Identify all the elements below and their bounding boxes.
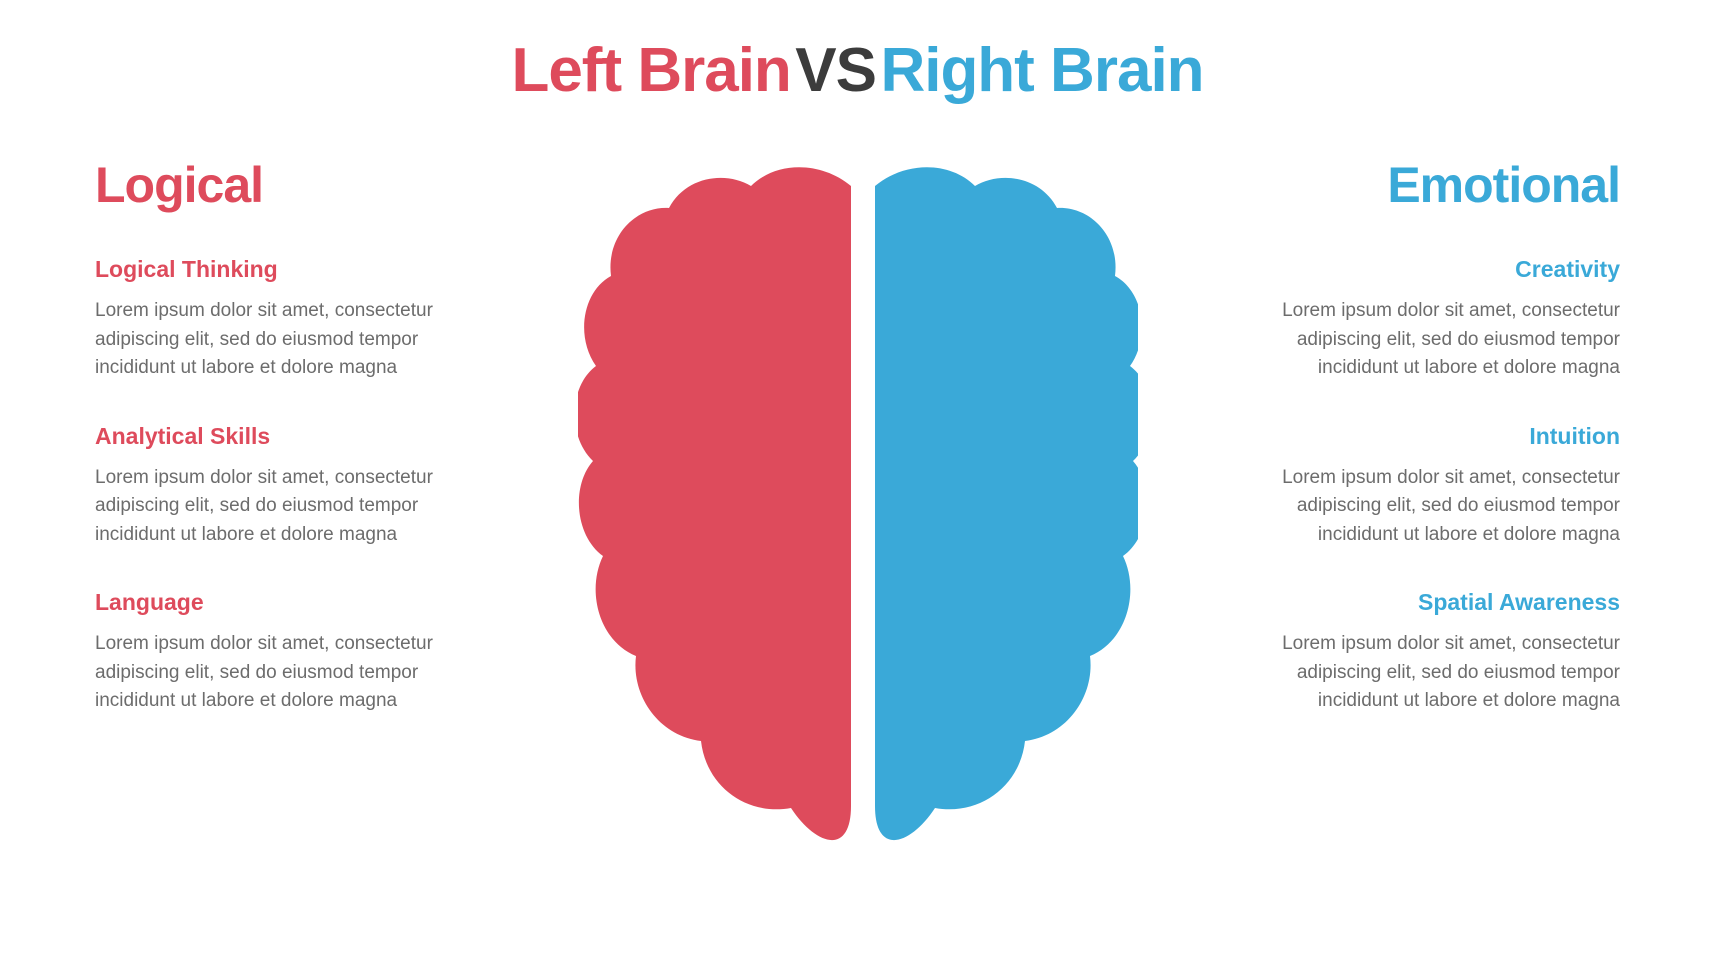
right-item-2-title: Spatial Awareness xyxy=(1260,589,1620,616)
title: Left Brain VS Right Brain xyxy=(0,0,1715,106)
right-item-1-title: Intuition xyxy=(1260,423,1620,450)
right-item-1-body: Lorem ipsum dolor sit amet, consectetur … xyxy=(1260,464,1620,550)
right-heading: Emotional xyxy=(1260,156,1620,214)
left-item-1: Analytical Skills Lorem ipsum dolor sit … xyxy=(95,423,455,550)
title-right: Right Brain xyxy=(880,36,1203,105)
right-item-0-title: Creativity xyxy=(1260,256,1620,283)
right-item-2: Spatial Awareness Lorem ipsum dolor sit … xyxy=(1260,589,1620,716)
left-item-2-body: Lorem ipsum dolor sit amet, consectetur … xyxy=(95,630,455,716)
brain-graphic xyxy=(548,146,1168,866)
right-item-0-body: Lorem ipsum dolor sit amet, consectetur … xyxy=(1260,297,1620,383)
title-vs: VS xyxy=(795,36,876,105)
left-item-2-title: Language xyxy=(95,589,455,616)
left-item-1-body: Lorem ipsum dolor sit amet, consectetur … xyxy=(95,464,455,550)
left-heading: Logical xyxy=(95,156,455,214)
right-item-1: Intuition Lorem ipsum dolor sit amet, co… xyxy=(1260,423,1620,550)
right-item-2-body: Lorem ipsum dolor sit amet, consectetur … xyxy=(1260,630,1620,716)
right-item-0: Creativity Lorem ipsum dolor sit amet, c… xyxy=(1260,256,1620,383)
title-left: Left Brain xyxy=(511,36,790,105)
right-column: Emotional Creativity Lorem ipsum dolor s… xyxy=(1260,156,1620,756)
left-column: Logical Logical Thinking Lorem ipsum dol… xyxy=(95,156,455,756)
left-item-0-body: Lorem ipsum dolor sit amet, consectetur … xyxy=(95,297,455,383)
left-item-1-title: Analytical Skills xyxy=(95,423,455,450)
left-item-0: Logical Thinking Lorem ipsum dolor sit a… xyxy=(95,256,455,383)
brain-icon xyxy=(578,146,1138,866)
content-row: Logical Logical Thinking Lorem ipsum dol… xyxy=(0,106,1715,866)
left-item-0-title: Logical Thinking xyxy=(95,256,455,283)
left-item-2: Language Lorem ipsum dolor sit amet, con… xyxy=(95,589,455,716)
